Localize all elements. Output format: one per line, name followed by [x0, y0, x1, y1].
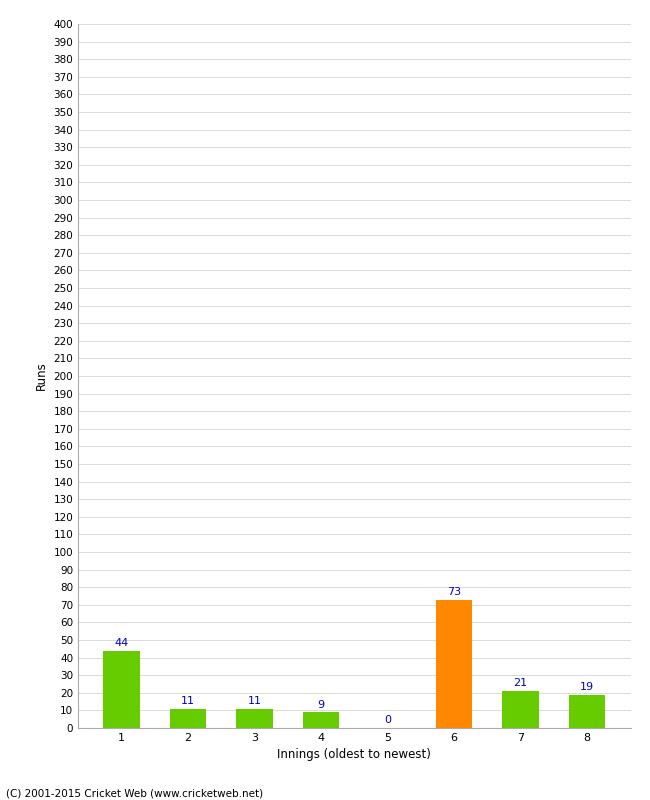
- Y-axis label: Runs: Runs: [35, 362, 48, 390]
- X-axis label: Innings (oldest to newest): Innings (oldest to newest): [278, 749, 431, 762]
- Bar: [502, 691, 539, 728]
- Bar: [103, 650, 140, 728]
- Bar: [436, 599, 473, 728]
- Bar: [569, 694, 605, 728]
- Text: 11: 11: [248, 696, 261, 706]
- Text: (C) 2001-2015 Cricket Web (www.cricketweb.net): (C) 2001-2015 Cricket Web (www.cricketwe…: [6, 788, 264, 798]
- Text: 44: 44: [114, 638, 129, 648]
- Text: 19: 19: [580, 682, 594, 692]
- Text: 21: 21: [514, 678, 528, 688]
- Bar: [236, 709, 273, 728]
- Bar: [303, 712, 339, 728]
- Bar: [170, 709, 206, 728]
- Text: 73: 73: [447, 587, 461, 597]
- Text: 11: 11: [181, 696, 195, 706]
- Text: 9: 9: [317, 699, 324, 710]
- Text: 0: 0: [384, 715, 391, 726]
